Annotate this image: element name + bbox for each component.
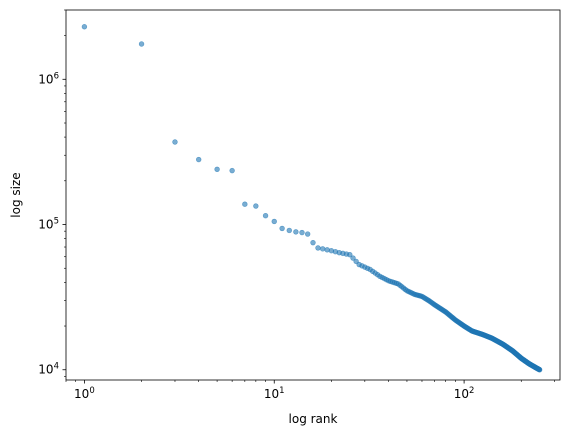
data-point — [350, 255, 356, 261]
data-point — [138, 41, 145, 47]
data-point — [229, 167, 235, 174]
data-points — [81, 24, 543, 373]
x-tick-label: 102 — [454, 386, 475, 401]
data-point — [242, 201, 248, 207]
data-point — [304, 231, 311, 237]
x-tick-label: 100 — [74, 386, 95, 401]
x-tick-label: 101 — [264, 386, 285, 401]
data-point — [536, 367, 543, 373]
data-point — [196, 156, 202, 163]
data-point — [293, 229, 299, 235]
data-point — [320, 246, 326, 252]
y-tick-label: 105 — [38, 217, 59, 232]
data-point — [315, 245, 321, 251]
axis-ticks: 100 101 102 104 105 106 — [38, 9, 555, 401]
data-point — [81, 24, 88, 30]
data-point — [262, 213, 269, 219]
data-point — [286, 227, 292, 234]
data-point — [310, 239, 316, 246]
y-axis-label: log size — [9, 172, 23, 217]
data-point — [347, 251, 353, 258]
data-point — [299, 229, 305, 236]
data-point — [253, 203, 259, 209]
data-point — [279, 225, 285, 232]
data-point — [214, 166, 220, 173]
data-point — [172, 139, 178, 145]
x-axis-label: log rank — [289, 412, 338, 426]
data-point — [271, 218, 277, 225]
plot-frame — [65, 9, 561, 381]
y-tick-label: 106 — [38, 71, 59, 86]
y-tick-label: 104 — [38, 362, 59, 377]
